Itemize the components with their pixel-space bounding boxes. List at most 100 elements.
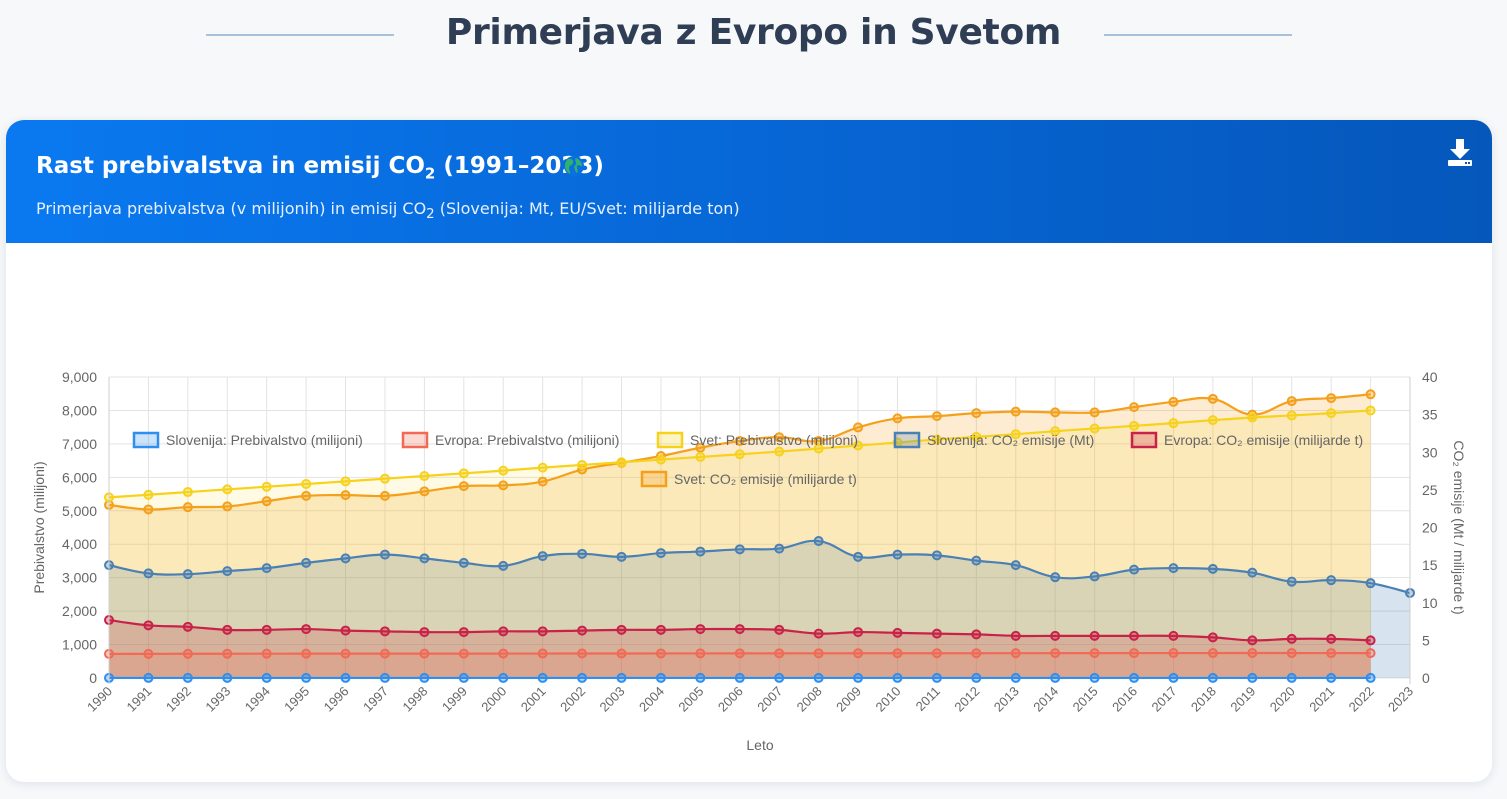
data-point [971, 408, 982, 419]
data-point [340, 672, 351, 683]
data-point [419, 553, 430, 564]
legend-label: Evropa: Prebivalstvo (milijoni) [435, 432, 619, 448]
series-line [108, 618, 1371, 642]
data-point [931, 628, 942, 639]
data-point [655, 548, 666, 559]
data-point [1247, 412, 1258, 423]
data-point [853, 422, 864, 433]
data-point [774, 624, 785, 635]
data-point [498, 465, 509, 476]
data-point [1010, 672, 1021, 683]
data-point [695, 672, 706, 683]
data-point [379, 490, 390, 501]
data-point [143, 620, 154, 631]
data-point [379, 648, 390, 659]
data-point [1089, 648, 1100, 659]
series-line [108, 409, 1371, 499]
y2-tick-label: 10 [1422, 595, 1438, 611]
x-tick-label: 1998 [399, 684, 430, 715]
y-tick-label: 7,000 [62, 436, 97, 452]
x-tick-label: 2018 [1188, 684, 1219, 715]
data-point [537, 626, 548, 637]
data-point [1207, 393, 1218, 404]
data-point [222, 484, 233, 495]
data-point [813, 628, 824, 639]
data-point [1207, 648, 1218, 659]
data-point [577, 672, 588, 683]
data-point [1089, 571, 1100, 582]
data-point [419, 486, 430, 497]
data-point [931, 434, 942, 445]
data-point [498, 480, 509, 491]
data-point [419, 470, 430, 481]
chart-card-subtitle-text: Primerjava prebivalstva (v milijonih) in… [36, 199, 427, 218]
data-point [379, 626, 390, 637]
data-point [577, 648, 588, 659]
data-point [261, 563, 272, 574]
data-point [379, 672, 390, 683]
data-point [1129, 630, 1140, 641]
data-point [931, 672, 942, 683]
data-point [222, 648, 233, 659]
data-point [301, 490, 312, 501]
data-point [340, 490, 351, 501]
data-point [537, 476, 548, 487]
data-point [1365, 389, 1376, 400]
data-point [498, 626, 509, 637]
data-point [458, 557, 469, 568]
series-area [109, 653, 1371, 678]
y-axis-title: Prebivalstvo (milijoni) [31, 461, 47, 593]
data-point [1129, 420, 1140, 431]
data-point [774, 543, 785, 554]
data-point [1326, 575, 1337, 586]
y-tick-label: 0 [89, 670, 97, 686]
x-tick-label: 2017 [1149, 684, 1180, 715]
x-tick-label: 2000 [478, 684, 509, 715]
data-point [734, 648, 745, 659]
y-tick-label: 6,000 [62, 469, 97, 485]
data-point [577, 459, 588, 470]
y2-tick-label: 40 [1422, 369, 1438, 385]
data-point [1247, 672, 1258, 683]
data-point [143, 648, 154, 659]
x-tick-label: 2021 [1306, 684, 1337, 715]
data-point [301, 479, 312, 490]
download-button[interactable] [1446, 138, 1474, 168]
data-point [340, 476, 351, 487]
data-point [537, 551, 548, 562]
data-point [853, 627, 864, 638]
x-tick-label: 2011 [913, 684, 943, 714]
x-tick-label: 2014 [1030, 684, 1061, 715]
data-point [734, 449, 745, 460]
data-point [734, 544, 745, 555]
data-point [734, 624, 745, 635]
data-point [813, 648, 824, 659]
data-point [301, 648, 312, 659]
y2-axis-title: CO₂ emisije (Mt / milijarde t) [1451, 440, 1467, 614]
data-point [458, 627, 469, 638]
data-point [971, 431, 982, 442]
data-point [1207, 563, 1218, 574]
data-point [1326, 393, 1337, 404]
data-point [1050, 426, 1061, 437]
x-tick-label: 2003 [597, 684, 628, 715]
data-point [1050, 572, 1061, 583]
data-point [379, 549, 390, 560]
x-tick-label: 2019 [1227, 684, 1258, 715]
data-point [1365, 578, 1376, 589]
data-point [143, 504, 154, 515]
data-point [1168, 418, 1179, 429]
y-tick-label: 4,000 [62, 536, 97, 552]
data-point [340, 625, 351, 636]
data-point [1168, 630, 1179, 641]
data-point [1326, 633, 1337, 644]
population-co2-chart: 0 1,000 2,000 3,000 4,000 5,000 6,000 7,000 8,00… [31, 369, 1467, 753]
data-point [143, 568, 154, 579]
data-point [1050, 672, 1061, 683]
data-point [813, 672, 824, 683]
x-tick-label: 2022 [1346, 684, 1377, 715]
series-line [108, 539, 1411, 595]
chart-card-title-text: Rast prebivalstva in emisij CO [36, 153, 425, 179]
y2-tick-label: 25 [1422, 482, 1438, 498]
data-point [774, 432, 785, 443]
